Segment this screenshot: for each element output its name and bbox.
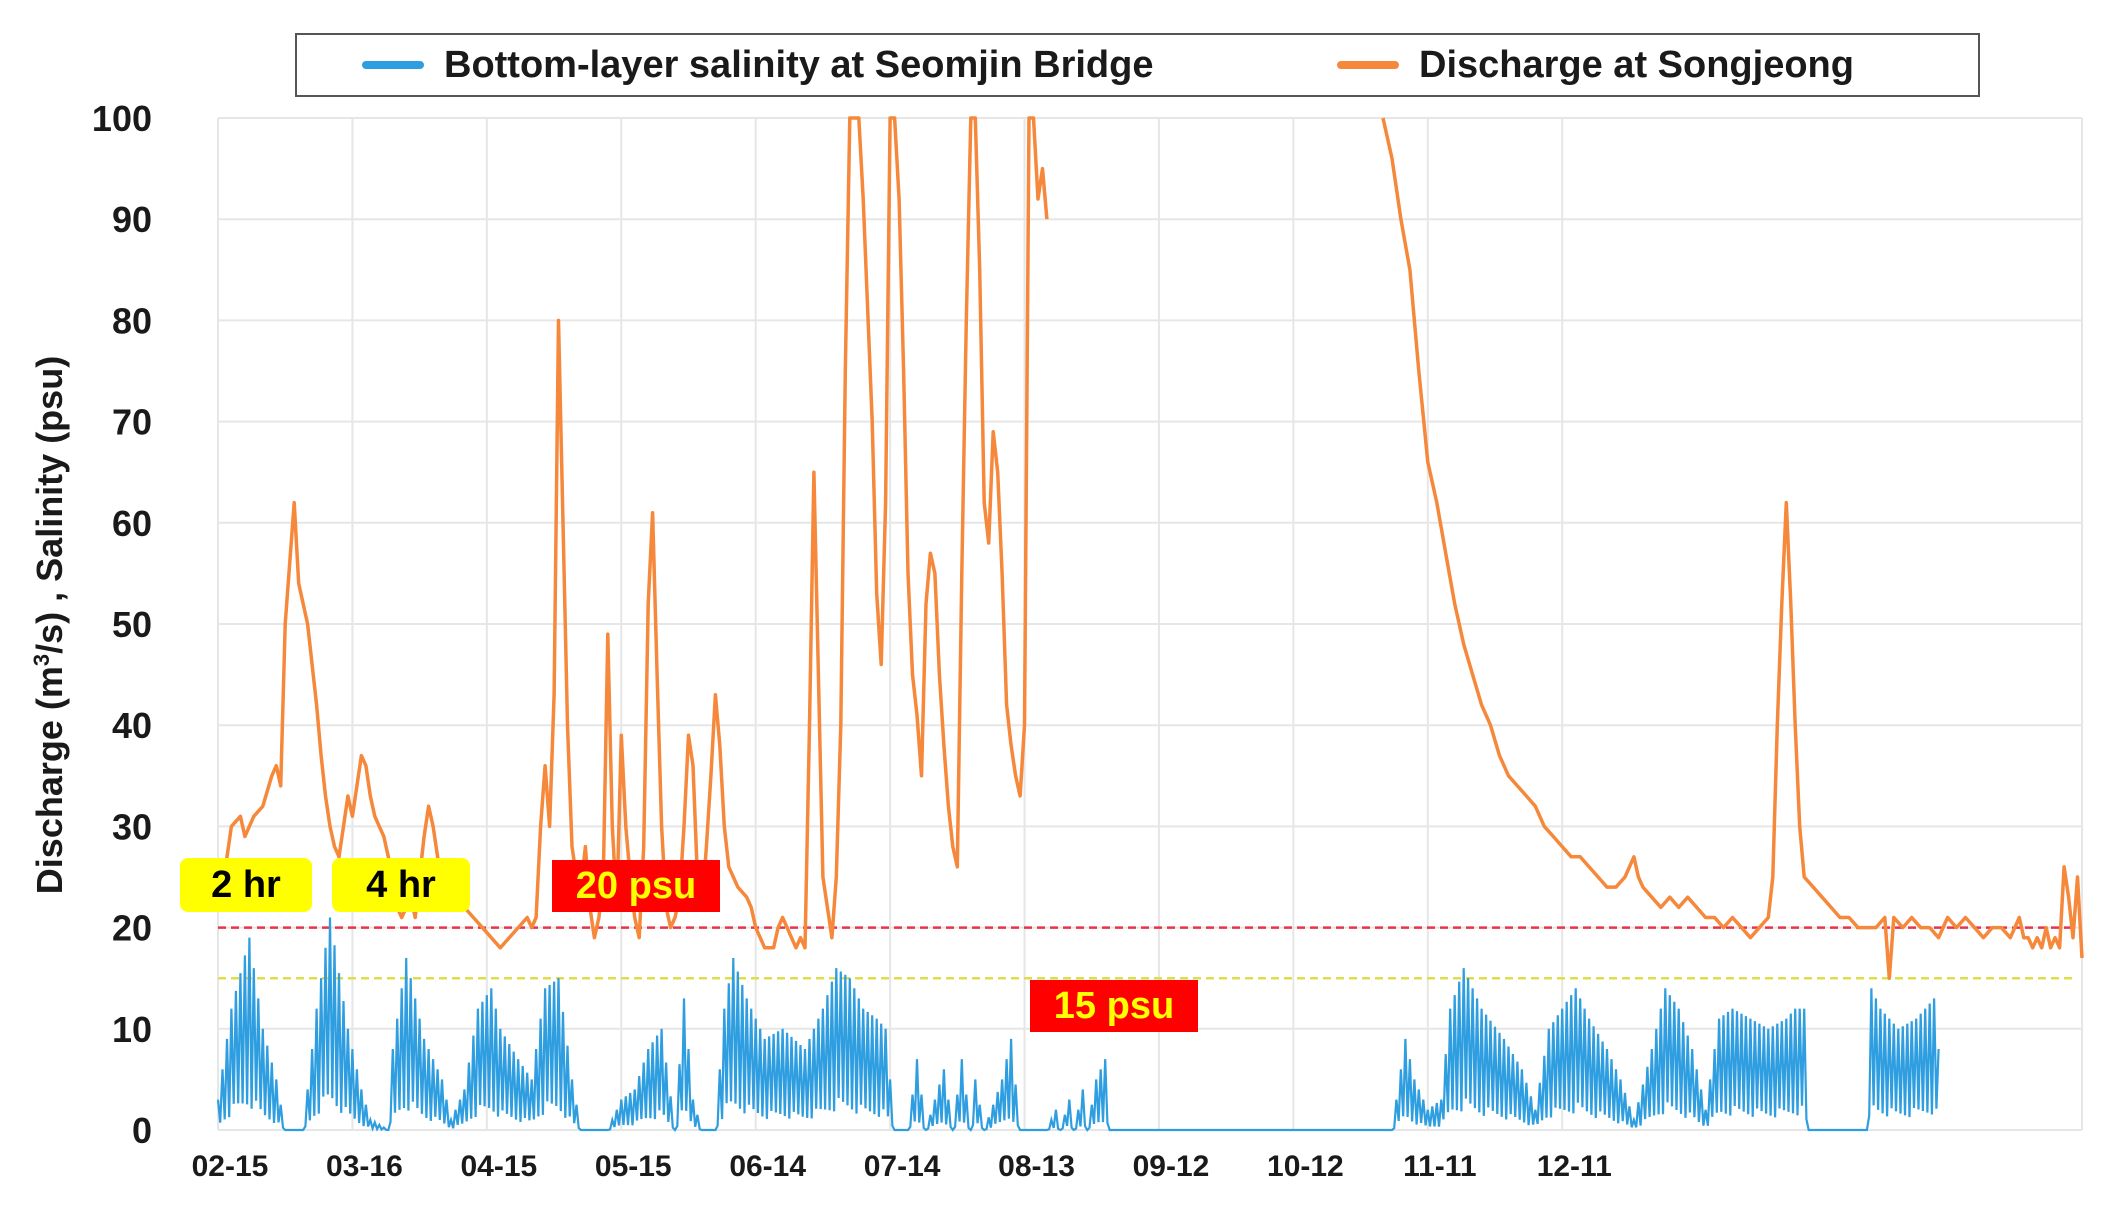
y-tick-label-100: 100 [92,98,152,139]
y-axis-label-sup: 3 [29,653,54,667]
discharge-line-1 [216,116,1049,950]
annotation-15psu: 15 psu [1030,980,1198,1032]
legend-swatch-salinity [362,61,424,69]
x-tick-label-05-15: 05-15 [595,1150,672,1183]
tick-labels: 0 10 20 30 40 50 60 70 80 90 100 02-15 03-16 04-15 05-… [92,98,1612,1183]
y-tick-label-50: 50 [112,604,152,645]
y-tick-label-40: 40 [112,705,152,746]
y-tick-label-60: 60 [112,503,152,544]
discharge-line-2 [1381,117,2084,980]
legend: Bottom-layer salinity at Seomjin Bridge … [295,33,1980,97]
x-tick-label-02-15: 02-15 [192,1150,269,1183]
legend-label-discharge: Discharge at Songjeong [1419,43,1854,86]
x-tick-label-04-15: 04-15 [460,1150,537,1183]
y-tick-label-30: 30 [112,806,152,847]
annotation-2hr: 2 hr [180,858,312,912]
salinity-line [216,917,1940,1133]
legend-swatch-discharge [1337,61,1399,69]
y-tick-label-90: 90 [112,199,152,240]
y-tick-label-0: 0 [132,1110,152,1151]
x-tick-label-12-11: 12-11 [1537,1150,1612,1183]
x-tick-label-08-13: 08-13 [998,1150,1075,1183]
y-tick-label-10: 10 [112,1009,152,1050]
x-tick-label-10-12: 10-12 [1267,1150,1344,1183]
y-tick-label-70: 70 [112,402,152,443]
y-tick-label-20: 20 [112,908,152,949]
y-axis-label: Discharge (m3/s) , Salinity (psu) [29,356,71,894]
x-tick-label-09-12: 09-12 [1133,1150,1210,1183]
x-tick-label-11-11: 11-11 [1403,1150,1476,1183]
y-tick-label-80: 80 [112,300,152,341]
x-tick-label-06-14: 06-14 [729,1150,806,1183]
legend-item-salinity: Bottom-layer salinity at Seomjin Bridge [362,35,1153,95]
x-tick-label-03-16: 03-16 [326,1150,403,1183]
annotation-4hr: 4 hr [332,858,470,912]
legend-item-discharge: Discharge at Songjeong [1337,35,1854,95]
y-axis-label-suffix: /s) , Salinity (psu) [29,355,70,654]
legend-label-salinity: Bottom-layer salinity at Seomjin Bridge [444,43,1154,86]
annotation-20psu: 20 psu [552,860,720,912]
reference-lines [218,926,2072,980]
x-tick-label-07-14: 07-14 [864,1150,941,1183]
y-axis-label-prefix: Discharge (m [29,666,70,895]
